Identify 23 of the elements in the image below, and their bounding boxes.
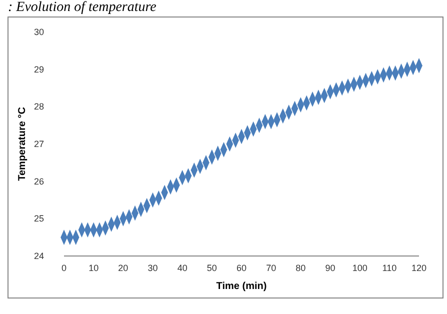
x-tick-label: 0: [61, 263, 67, 273]
x-tick-label: 120: [411, 263, 427, 273]
y-tick-label: 24: [34, 251, 44, 261]
x-tick-label: 70: [266, 263, 276, 273]
y-tick-label: 29: [34, 64, 44, 74]
y-tick-label: 26: [34, 176, 44, 186]
x-tick-label: 100: [352, 263, 368, 273]
x-tick-label: 50: [206, 263, 217, 273]
y-tick-label: 27: [34, 139, 44, 149]
x-tick-label: 40: [177, 263, 188, 273]
x-tick-label: 30: [148, 263, 158, 273]
x-tick-label: 80: [296, 263, 306, 273]
x-tick-label: 60: [236, 263, 247, 273]
y-tick-label: 30: [34, 27, 44, 37]
x-tick-label: 10: [88, 263, 99, 273]
chart-title: : Evolution of temperature: [8, 0, 156, 15]
x-axis-title: Time (min): [216, 281, 267, 292]
y-tick-label: 28: [34, 102, 44, 112]
x-tick-label: 110: [382, 263, 397, 273]
y-axis-title: Temperature °C: [17, 107, 28, 181]
y-tick-label: 25: [34, 214, 44, 224]
x-tick-label: 90: [325, 263, 336, 273]
x-tick-label: 20: [118, 263, 128, 273]
